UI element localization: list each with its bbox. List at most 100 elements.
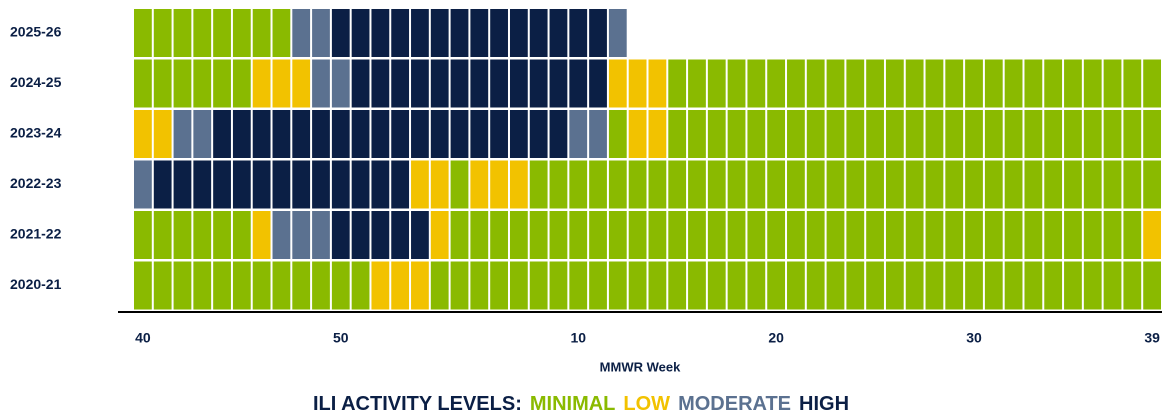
cell <box>767 160 786 209</box>
cell <box>490 110 508 158</box>
legend-entry: MODERATE <box>678 393 791 415</box>
cell <box>371 110 390 158</box>
cell <box>351 59 370 108</box>
cell <box>411 59 429 108</box>
x-tick-label: 30 <box>966 330 982 346</box>
cell <box>648 160 667 209</box>
cell <box>272 160 291 209</box>
cell <box>727 110 746 158</box>
cell <box>549 160 568 209</box>
cell <box>608 160 627 209</box>
cell <box>450 110 469 158</box>
cell <box>1024 211 1043 259</box>
cell <box>668 110 687 158</box>
cell <box>826 110 845 158</box>
cell <box>846 110 865 158</box>
cell <box>272 261 291 310</box>
cell <box>806 261 825 310</box>
cell <box>430 110 449 158</box>
cell <box>430 9 449 57</box>
cell <box>806 211 825 259</box>
cell <box>787 110 805 158</box>
cell <box>846 160 865 209</box>
cell <box>391 160 410 209</box>
cell <box>252 9 271 57</box>
cell <box>529 261 548 310</box>
cell <box>767 59 786 108</box>
cell <box>1064 110 1082 158</box>
cell <box>1123 211 1142 259</box>
cell <box>984 261 1003 310</box>
cell <box>193 9 212 57</box>
cell <box>391 110 410 158</box>
cell <box>1064 160 1082 209</box>
x-tick-label: 40 <box>135 330 151 346</box>
cell <box>371 211 390 259</box>
cell <box>965 261 983 310</box>
cell <box>707 160 726 209</box>
legend-entry: HIGH <box>799 393 849 415</box>
cell <box>569 9 588 57</box>
cell <box>331 59 350 108</box>
cell <box>965 160 983 209</box>
cell <box>391 59 410 108</box>
cell <box>529 110 548 158</box>
cell <box>173 211 192 259</box>
cell <box>312 110 330 158</box>
cell <box>232 9 251 57</box>
cell <box>608 261 627 310</box>
cell <box>411 9 429 57</box>
cell <box>411 211 429 259</box>
cell <box>232 59 251 108</box>
cell <box>490 160 508 209</box>
cell <box>846 261 865 310</box>
cell <box>470 59 489 108</box>
cell <box>846 211 865 259</box>
cell <box>252 110 271 158</box>
cell <box>371 160 390 209</box>
cell <box>331 110 350 158</box>
cell <box>312 59 330 108</box>
cell <box>351 211 370 259</box>
cell <box>945 160 964 209</box>
cell <box>430 211 449 259</box>
cell <box>767 211 786 259</box>
cell <box>549 59 568 108</box>
cell <box>1123 261 1142 310</box>
cell <box>193 160 212 209</box>
cell <box>925 59 944 108</box>
cell <box>252 211 271 259</box>
cell <box>371 9 390 57</box>
cell <box>232 261 251 310</box>
cell <box>905 211 924 259</box>
cell <box>312 160 330 209</box>
cell <box>925 110 944 158</box>
cell <box>608 211 627 259</box>
cell <box>173 110 192 158</box>
cell <box>351 9 370 57</box>
cell <box>509 211 528 259</box>
cell <box>688 261 706 310</box>
cell <box>450 261 469 310</box>
cell <box>707 59 726 108</box>
cell <box>331 160 350 209</box>
cell <box>1143 160 1161 209</box>
cell <box>1044 261 1063 310</box>
row-label: 2024-25 <box>10 74 62 90</box>
cell <box>213 261 231 310</box>
cell <box>747 110 766 158</box>
cell <box>331 211 350 259</box>
cell <box>648 211 667 259</box>
cell <box>490 211 508 259</box>
cell <box>866 261 884 310</box>
cell <box>965 59 983 108</box>
cell <box>984 160 1003 209</box>
cell <box>569 59 588 108</box>
cell <box>589 211 607 259</box>
cell <box>1024 110 1043 158</box>
cell <box>509 110 528 158</box>
cell <box>905 110 924 158</box>
cell <box>312 9 330 57</box>
cell <box>292 59 311 108</box>
